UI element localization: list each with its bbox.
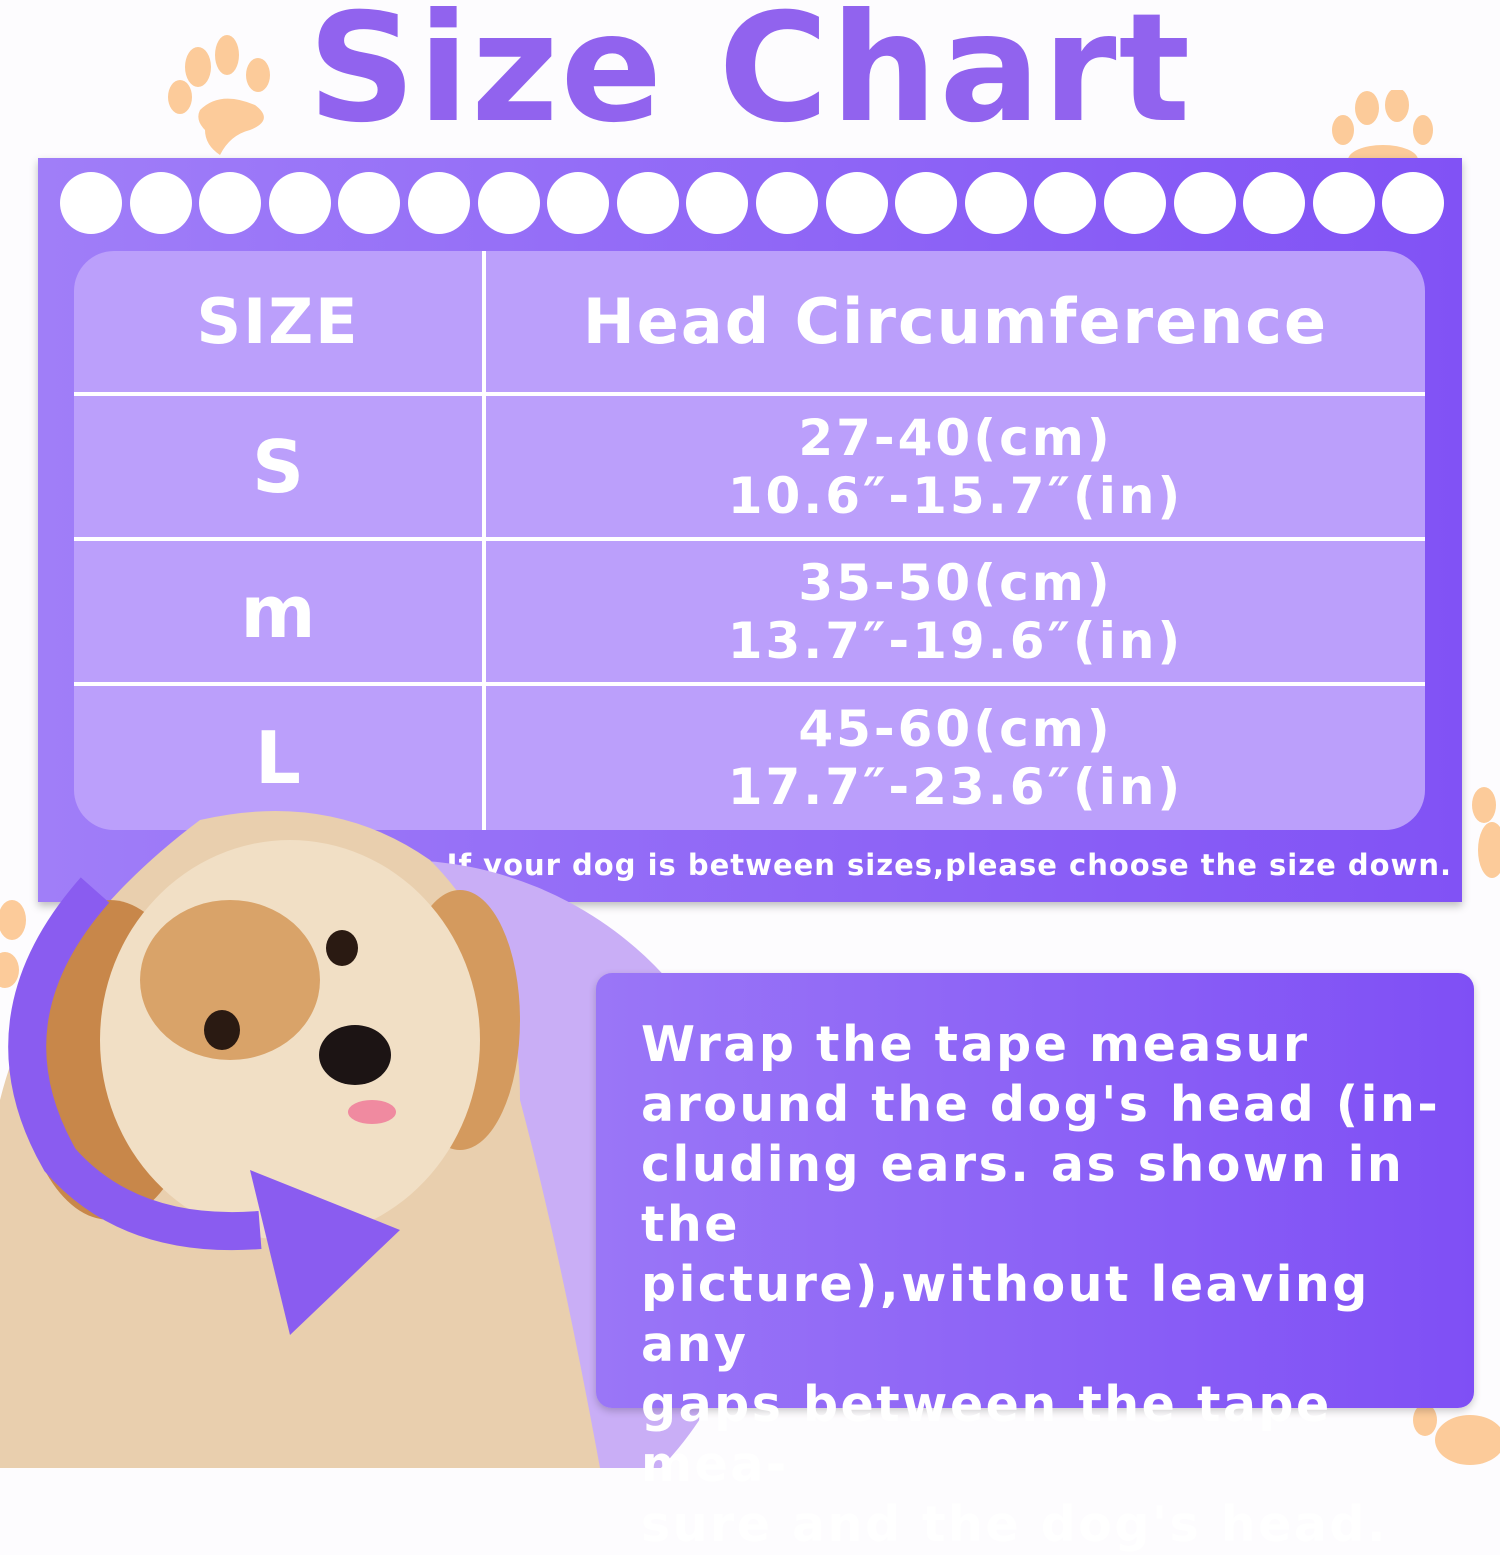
table-row: m 35-50(cm) 13.7″-19.6″(in) (74, 541, 1425, 686)
instruction-line: sure and the dog's head. (641, 1496, 1389, 1553)
measurement: 35-50(cm) 13.7″-19.6″(in) (486, 541, 1425, 682)
decorative-dot (825, 172, 888, 234)
dog-eye (326, 930, 358, 966)
size-label: m (240, 569, 316, 654)
decorative-dot (408, 172, 470, 234)
decorative-dot (1243, 172, 1306, 234)
measurement-cm: 35-50(cm) (798, 553, 1113, 612)
measurement-in: 10.6″-15.7″(in) (727, 466, 1184, 525)
paw-print-icon (168, 35, 270, 155)
decorative-dot (268, 172, 331, 234)
curved-arrow-icon (8, 877, 262, 1251)
decorative-dot (1104, 172, 1166, 234)
dog-eye (204, 1010, 240, 1050)
instruction-line: cluding ears. as shown in the (641, 1136, 1405, 1253)
size-label: L (255, 716, 301, 800)
measurement: 27-40(cm) 10.6″-15.7″(in) (486, 396, 1425, 537)
instruction-line: gaps between the tape mea- (641, 1376, 1332, 1493)
decorative-dot (1382, 172, 1445, 234)
decorative-dot (756, 172, 818, 234)
size-label: S (252, 424, 304, 509)
decorative-dot (964, 172, 1027, 234)
header-head-circumference: Head Circumference (582, 285, 1329, 358)
decorative-dot (1034, 172, 1097, 234)
size-chart-panel: SIZE Head Circumference S 27-40(cm) 10.6″… (38, 158, 1462, 902)
paw-print-icon (1332, 90, 1433, 160)
dog-fur-patch (140, 900, 320, 1060)
table-row: S 27-40(cm) 10.6″-15.7″(in) (74, 396, 1425, 541)
measurement-cm: 45-60(cm) (798, 700, 1113, 758)
dog-tongue (348, 1100, 396, 1124)
size-table: SIZE Head Circumference S 27-40(cm) 10.6″… (74, 251, 1425, 830)
page-title: Size Chart (307, 0, 1193, 156)
header-size: SIZE (196, 285, 360, 358)
measurement-in: 13.7″-19.6″(in) (727, 611, 1184, 670)
instructions-box: Wrap the tape measur around the dog's he… (596, 973, 1474, 1553)
instruction-line: around the dog's head (in- (641, 1076, 1441, 1133)
decorative-dot (60, 172, 122, 234)
measurement: 45-60(cm) 17.7″-23.6″(in) (486, 686, 1425, 830)
decorative-dot (477, 172, 540, 234)
instruction-line: picture),without leaving any (641, 1256, 1370, 1373)
paw-print-icon (0, 900, 26, 988)
dog-face (100, 840, 480, 1240)
decorative-dot (338, 172, 401, 234)
dog-photo (0, 811, 760, 1468)
table-row: L 45-60(cm) 17.7″-23.6″(in) (74, 686, 1425, 830)
decorative-dot (1173, 172, 1236, 234)
instruction-line: Wrap the tape measur (641, 1016, 1310, 1073)
paw-print-icon (1413, 1404, 1500, 1465)
decorative-dot (547, 172, 610, 234)
paw-print-icon (1472, 787, 1500, 878)
measurement-cm: 27-40(cm) (798, 408, 1113, 467)
dog-nose (319, 1025, 391, 1085)
decorative-dot (199, 172, 262, 234)
table-header-row: SIZE Head Circumference (74, 251, 1425, 396)
arrow-head (250, 1170, 400, 1335)
decorative-dot (1312, 172, 1375, 234)
decorative-dot (686, 172, 749, 234)
measurement-in: 17.7″-23.6″(in) (727, 758, 1184, 816)
sizing-note: If your dog is between sizes,please choo… (446, 848, 1452, 882)
instructions-text: Wrap the tape measur around the dog's he… (641, 1015, 1474, 1555)
decorative-dot (129, 172, 192, 234)
decorative-dot (895, 172, 958, 234)
decorative-dot (616, 172, 679, 234)
